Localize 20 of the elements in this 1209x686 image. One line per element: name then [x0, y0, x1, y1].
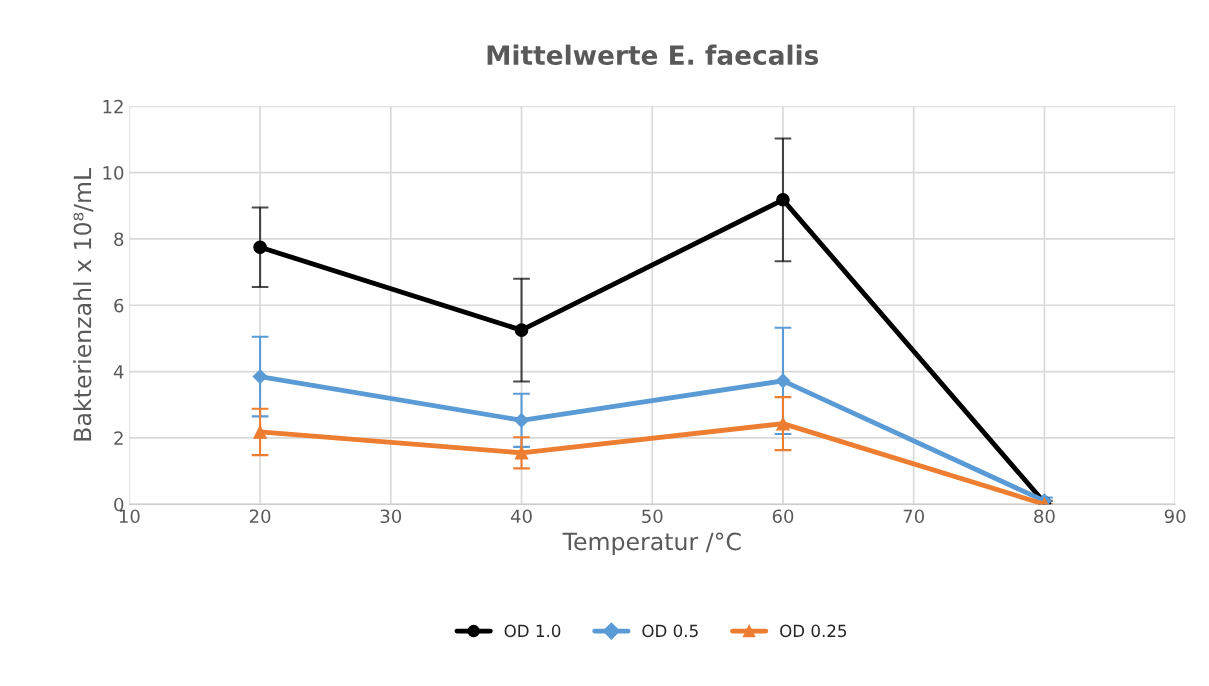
legend-label: OD 0.25	[780, 624, 847, 638]
x-tick-label: 60	[772, 509, 794, 524]
x-tick-label: 30	[380, 509, 402, 524]
y-tick-label: 12	[103, 99, 123, 114]
x-tick-label: 90	[1164, 509, 1186, 524]
y-tick-label: 10	[103, 166, 124, 180]
y-tick-label: 2	[114, 431, 123, 445]
x-tick-label: 70	[903, 509, 924, 524]
legend-label: OD 0.5	[642, 624, 698, 638]
y-tick-label: 4	[113, 365, 124, 379]
legend-label: OD 1.0	[504, 624, 561, 638]
x-tick-label: 50	[642, 509, 663, 524]
x-tick-label: 40	[510, 509, 532, 524]
x-axis-title: Temperatur /°C	[562, 532, 741, 555]
y-axis-title: Bakterienzahl x 10⁸/mL	[73, 167, 94, 441]
x-tick-label: 80	[1034, 509, 1055, 524]
y-tick-label: 8	[114, 232, 124, 247]
y-tick-label: 6	[114, 298, 124, 313]
chart-title: Mittelwerte E. faecalis	[487, 44, 819, 66]
x-tick-label: 20	[249, 509, 271, 524]
